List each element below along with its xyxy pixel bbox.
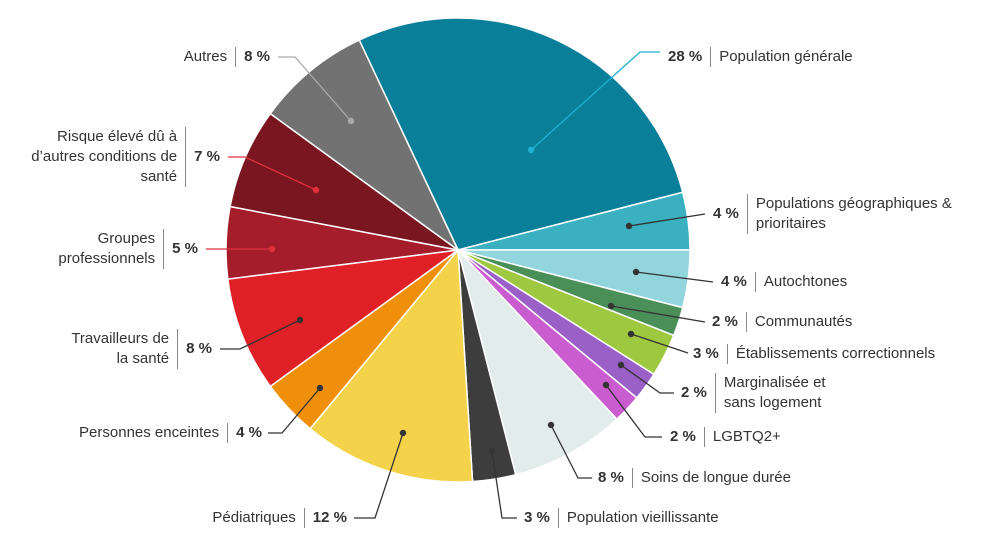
slice-label: 3 % Établissements correctionnels [693,344,935,364]
category-label: Travailleurs de la santé [69,329,179,369]
leader-line [220,319,301,350]
leader-dot [547,421,555,429]
leader-line [228,156,317,191]
category-label: Autochtones [754,272,847,292]
slice-label: Personnes enceintes 4 % [79,423,262,443]
pie-slice [309,248,474,483]
leader-line [630,333,689,354]
slice-label: 2 % LGBTQ2+ [670,427,781,447]
value-label: 8 % [598,469,624,486]
leader-dot [627,330,635,338]
leader-dot [607,302,615,310]
value-label: 12 % [312,509,347,526]
category-label: Risque élevé dû à d’autres conditions de… [22,127,187,187]
leader-line [610,305,706,323]
category-label: LGBTQ2+ [703,427,781,447]
pie-slice [358,17,684,251]
pie-slice [457,249,618,476]
slice-label: 4 % Autochtones [721,272,847,292]
value-label: 2 % [681,384,707,401]
slice-label: Risque élevé dû à d’autres conditions de… [22,127,220,187]
leader-line [354,432,404,519]
slice-label: 8 % Soins de longue durée [598,468,791,488]
value-label: 5 % [172,240,198,257]
value-label: 7 % [194,148,220,165]
value-label: 2 % [670,428,696,445]
category-label: Marginalisée et sans logement [714,373,849,413]
leader-dot [602,381,610,389]
category-label: Population générale [710,47,853,67]
pie-slice [226,249,459,388]
value-label: 3 % [693,345,719,362]
leader-dot [399,429,407,437]
value-label: 8 % [186,340,212,357]
slice-label: Autres 8 % [184,47,270,67]
category-label: Groupes professionnels [45,229,165,269]
leader-line [268,387,321,434]
slice-label: 4 % Populations géographiques & prioritai… [713,194,986,234]
slice-label: Groupes professionnels 5 % [45,229,198,269]
value-label: 4 % [713,205,739,222]
category-label: Pédiatriques [212,508,305,528]
leader-dot [632,268,640,276]
value-label: 4 % [236,424,262,441]
leader-line [635,271,714,283]
slice-label: Travailleurs de la santé 8 % [69,329,212,369]
slice-label: 2 % Communautés [712,312,852,332]
category-label: Établissements correctionnels [726,344,935,364]
category-label: Communautés [745,312,852,332]
leader-dot [312,186,320,194]
leader-line [628,213,706,227]
category-label: Personnes enceintes [79,423,229,443]
leader-dot [625,222,633,230]
leader-dot [617,361,625,369]
leader-dot [488,447,496,455]
category-label: Soins de longue durée [631,468,791,488]
leader-dot [316,384,324,392]
slice-label: 28 % Population générale [668,47,853,67]
leader-line [278,56,352,122]
leader-line [530,51,660,151]
slice-label: Pédiatriques 12 % [212,508,347,528]
leader-line [620,364,674,394]
leader-dot [527,146,535,154]
pie-slice [229,112,459,251]
leader-dot [268,245,276,253]
value-label: 4 % [721,273,747,290]
slice-label: 3 % Population vieillissante [524,508,719,528]
category-label: Population vieillissante [557,508,719,528]
pie-slice [269,39,459,251]
leader-dot [347,117,355,125]
value-label: 8 % [244,48,270,65]
value-label: 2 % [712,313,738,330]
leader-dot [296,316,304,324]
leader-line [550,424,592,479]
slice-label: 2 % Marginalisée et sans logement [681,373,849,413]
leader-line [605,384,662,438]
category-label: Populations géographiques & prioritaires [746,194,986,234]
leader-line [491,450,517,519]
category-label: Autres [184,47,237,67]
value-label: 3 % [524,509,550,526]
value-label: 28 % [668,48,703,65]
